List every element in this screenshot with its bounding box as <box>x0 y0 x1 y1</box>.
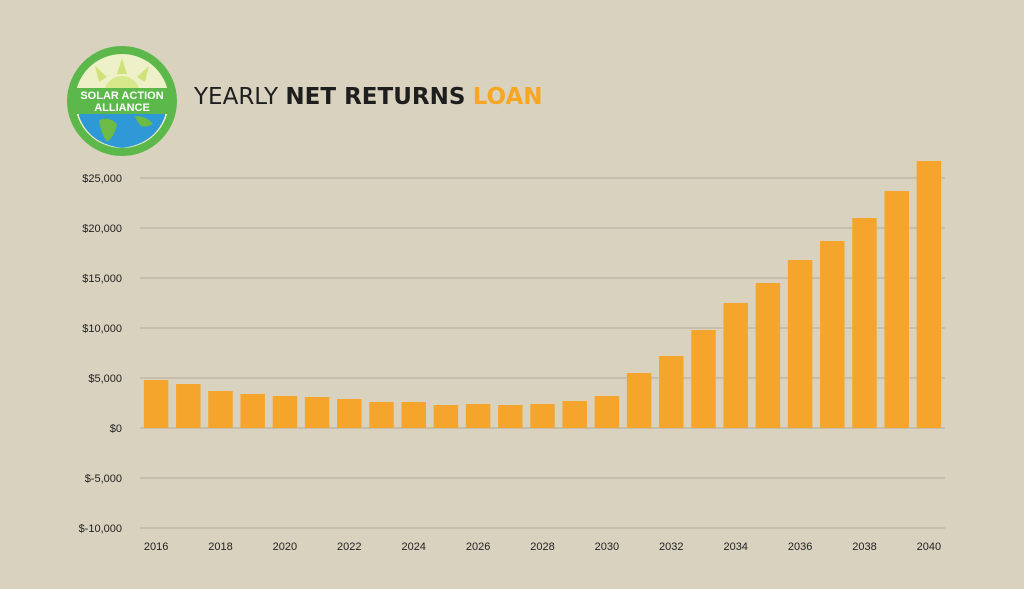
bar-2038 <box>852 218 877 428</box>
bar-2026 <box>465 404 491 428</box>
bar-2022 <box>337 399 362 428</box>
bar-2029 <box>562 401 587 428</box>
solar-action-alliance-logo: SOLAR ACTION ALLIANCE <box>67 46 177 156</box>
title-part-yearly: YEARLY <box>194 84 279 110</box>
bar-2025 <box>433 405 459 428</box>
y-tick-label: $20,000 <box>82 223 122 235</box>
y-tick-label: $5,000 <box>88 373 122 385</box>
x-tick-label: 2028 <box>530 541 554 553</box>
x-tick-label: 2032 <box>659 541 683 553</box>
x-tick-label: 2022 <box>337 541 361 553</box>
bar-2031 <box>626 373 652 428</box>
x-tick-label: 2020 <box>273 541 297 553</box>
x-tick-label: 2024 <box>401 541 425 553</box>
bar-2027 <box>498 405 523 428</box>
bar-2033 <box>691 330 716 428</box>
title-part-net-returns: NET RETURNS <box>285 84 466 110</box>
bar-2021 <box>304 397 330 428</box>
y-tick-label: $0 <box>110 423 122 435</box>
bar-2040 <box>916 161 942 428</box>
x-tick-label: 2038 <box>852 541 876 553</box>
y-tick-label: $-10,000 <box>79 523 122 535</box>
bar-2036 <box>787 260 813 428</box>
x-tick-label: 2030 <box>595 541 619 553</box>
bar-2030 <box>594 396 620 428</box>
x-tick-label: 2040 <box>917 541 941 553</box>
x-tick-label: 2018 <box>208 541 232 553</box>
bar-2024 <box>401 402 426 428</box>
y-tick-label: $-5,000 <box>85 473 122 485</box>
bar-2016 <box>143 380 169 428</box>
x-tick-label: 2026 <box>466 541 490 553</box>
bar-2020 <box>272 396 298 428</box>
bar-2017 <box>176 384 201 428</box>
x-tick-label: 2016 <box>144 541 168 553</box>
x-tick-label: 2036 <box>788 541 812 553</box>
bar-2037 <box>820 241 845 428</box>
logo-line1: SOLAR ACTION <box>80 90 163 102</box>
bar-2032 <box>659 356 684 428</box>
logo-line2: ALLIANCE <box>94 102 150 114</box>
bar-2035 <box>755 283 781 428</box>
bar-2018 <box>208 391 233 428</box>
bar-2023 <box>369 402 394 428</box>
x-tick-label: 2034 <box>723 541 747 553</box>
title-part-loan: LOAN <box>472 84 543 110</box>
chart-title: YEARLY NET RETURNS LOAN <box>194 84 543 110</box>
bar-2019 <box>240 394 265 428</box>
bar-2039 <box>884 191 909 428</box>
bar-2028 <box>530 404 555 428</box>
y-tick-label: $25,000 <box>82 173 122 185</box>
y-tick-label: $15,000 <box>82 273 122 285</box>
y-tick-label: $10,000 <box>82 323 122 335</box>
bar-2034 <box>723 303 748 428</box>
